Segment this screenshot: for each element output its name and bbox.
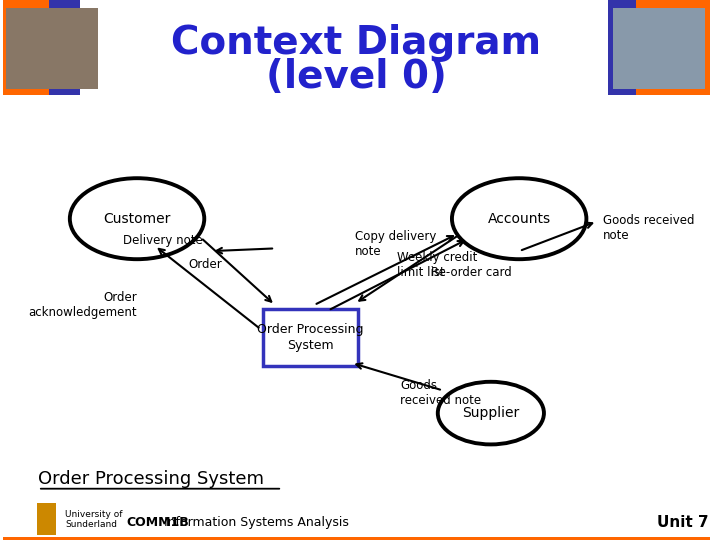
Text: Copy delivery
note: Copy delivery note — [355, 230, 436, 258]
Ellipse shape — [70, 178, 204, 259]
FancyBboxPatch shape — [6, 8, 98, 89]
Text: Order Processing System: Order Processing System — [38, 470, 264, 488]
FancyBboxPatch shape — [3, 537, 710, 540]
Ellipse shape — [452, 178, 586, 259]
FancyBboxPatch shape — [3, 0, 49, 94]
Text: Context Diagram: Context Diagram — [171, 24, 541, 62]
Text: (level 0): (level 0) — [266, 58, 447, 96]
Ellipse shape — [438, 382, 544, 444]
Text: Unit 7: Unit 7 — [657, 515, 708, 530]
FancyBboxPatch shape — [613, 8, 705, 89]
Text: COMM1B: COMM1B — [127, 516, 189, 529]
FancyBboxPatch shape — [263, 309, 358, 366]
Text: Re-order card: Re-order card — [431, 266, 511, 279]
Text: Weekly credit
limit list: Weekly credit limit list — [397, 251, 478, 279]
Text: Order
acknowledgement: Order acknowledgement — [28, 291, 137, 319]
FancyBboxPatch shape — [636, 0, 710, 94]
Text: Order Processing
System: Order Processing System — [257, 323, 364, 352]
Text: University of: University of — [65, 510, 122, 518]
Text: Information Systems Analysis: Information Systems Analysis — [160, 516, 348, 529]
Text: Goods
received note: Goods received note — [400, 379, 482, 407]
Text: Customer: Customer — [104, 212, 171, 226]
Text: Supplier: Supplier — [462, 406, 520, 420]
Text: Delivery note: Delivery note — [123, 234, 203, 247]
FancyBboxPatch shape — [37, 503, 56, 535]
FancyBboxPatch shape — [608, 0, 636, 94]
Text: Order: Order — [188, 258, 222, 271]
Text: Sunderland: Sunderland — [65, 521, 117, 529]
Text: Goods received
note: Goods received note — [603, 214, 694, 242]
FancyBboxPatch shape — [49, 0, 81, 94]
Text: Accounts: Accounts — [487, 212, 551, 226]
